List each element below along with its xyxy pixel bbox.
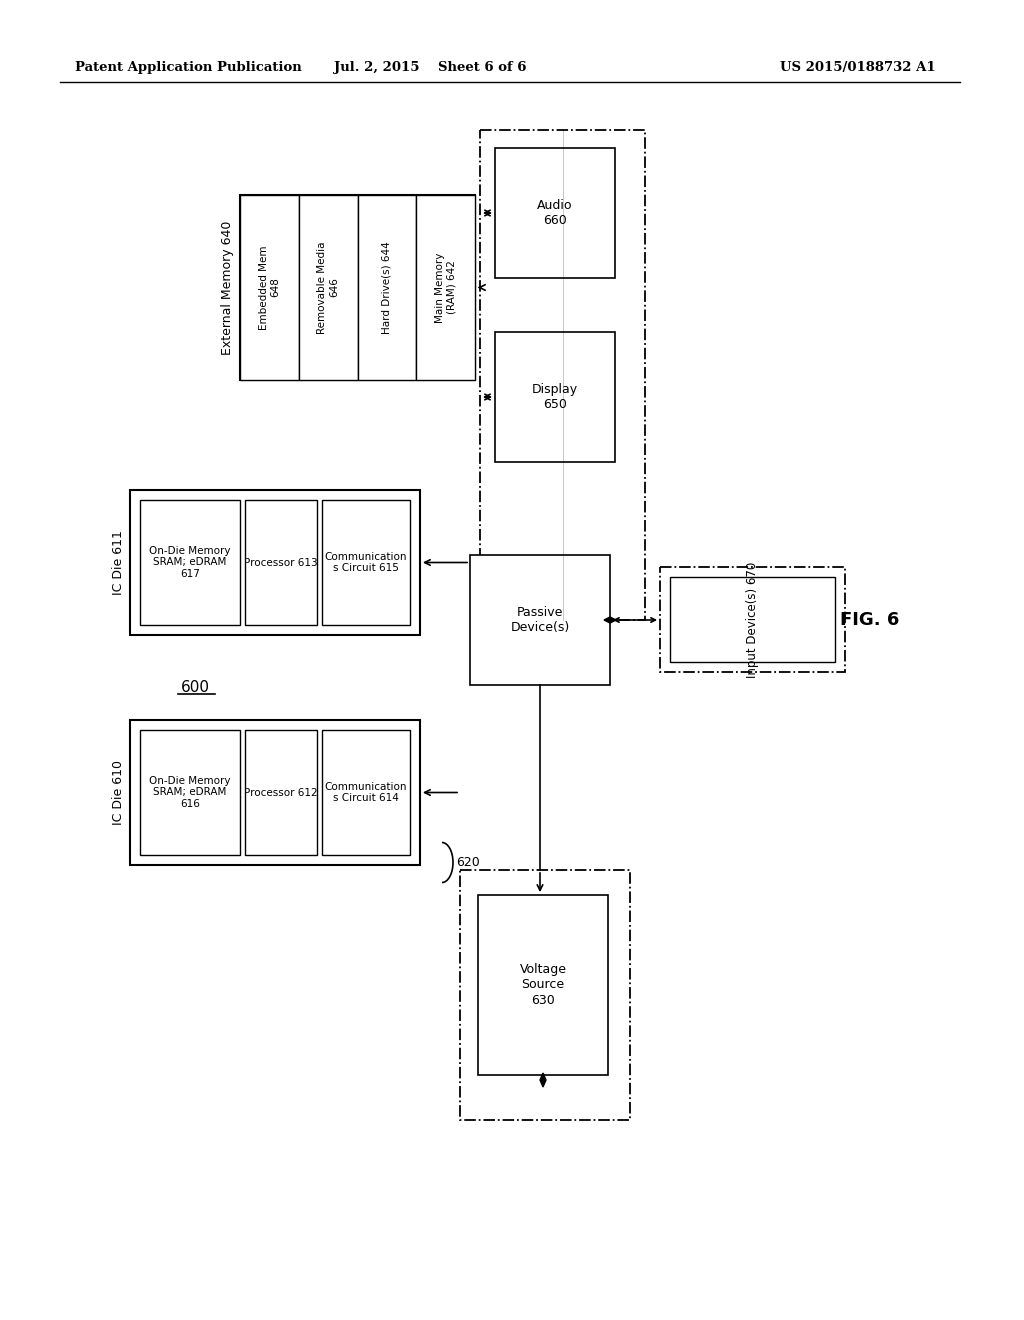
Text: Hard Drive(s) 644: Hard Drive(s) 644 xyxy=(382,242,392,334)
Bar xyxy=(322,500,410,624)
Polygon shape xyxy=(540,1073,546,1086)
Text: Patent Application Publication: Patent Application Publication xyxy=(75,62,302,74)
Text: IC Die 610: IC Die 610 xyxy=(112,760,125,825)
Text: Jul. 2, 2015    Sheet 6 of 6: Jul. 2, 2015 Sheet 6 of 6 xyxy=(334,62,526,74)
Bar xyxy=(130,490,420,635)
Bar xyxy=(240,195,299,380)
Text: Audio
660: Audio 660 xyxy=(538,199,572,227)
Bar xyxy=(299,195,357,380)
Text: Processor 612: Processor 612 xyxy=(244,788,317,797)
Text: IC Die 611: IC Die 611 xyxy=(112,531,125,595)
Bar xyxy=(245,500,317,624)
Text: On-Die Memory
SRAM; eDRAM
616: On-Die Memory SRAM; eDRAM 616 xyxy=(150,776,230,809)
Bar xyxy=(495,148,615,279)
Text: US 2015/0188732 A1: US 2015/0188732 A1 xyxy=(780,62,936,74)
Bar xyxy=(140,730,240,855)
Bar xyxy=(322,730,410,855)
Bar xyxy=(670,577,835,663)
Text: Passive
Device(s): Passive Device(s) xyxy=(510,606,569,634)
Text: 600: 600 xyxy=(180,680,210,696)
Text: Input Device(s) 670: Input Device(s) 670 xyxy=(746,561,759,677)
Text: Processor 613: Processor 613 xyxy=(244,557,317,568)
Bar xyxy=(140,500,240,624)
Bar xyxy=(460,870,630,1119)
Text: On-Die Memory
SRAM; eDRAM
617: On-Die Memory SRAM; eDRAM 617 xyxy=(150,546,230,579)
Text: Removable Media
646: Removable Media 646 xyxy=(317,242,339,334)
Text: FIG. 6: FIG. 6 xyxy=(841,611,900,630)
Text: External Memory 640: External Memory 640 xyxy=(221,220,234,355)
Text: Communication
s Circuit 615: Communication s Circuit 615 xyxy=(325,552,408,573)
Bar xyxy=(416,195,475,380)
Bar xyxy=(245,730,317,855)
Text: Voltage
Source
630: Voltage Source 630 xyxy=(519,964,566,1006)
Text: Main Memory
(RAM) 642: Main Memory (RAM) 642 xyxy=(435,252,457,322)
Bar xyxy=(240,195,475,380)
Polygon shape xyxy=(604,616,616,623)
Bar xyxy=(478,895,608,1074)
Text: 620: 620 xyxy=(456,855,480,869)
Bar xyxy=(495,333,615,462)
Bar xyxy=(470,554,610,685)
Bar xyxy=(130,719,420,865)
Bar xyxy=(480,129,645,620)
Text: Display
650: Display 650 xyxy=(531,383,579,411)
Text: Communication
s Circuit 614: Communication s Circuit 614 xyxy=(325,781,408,804)
Text: Embedded Mem
648: Embedded Mem 648 xyxy=(259,246,281,330)
Bar xyxy=(357,195,416,380)
Bar xyxy=(660,568,845,672)
